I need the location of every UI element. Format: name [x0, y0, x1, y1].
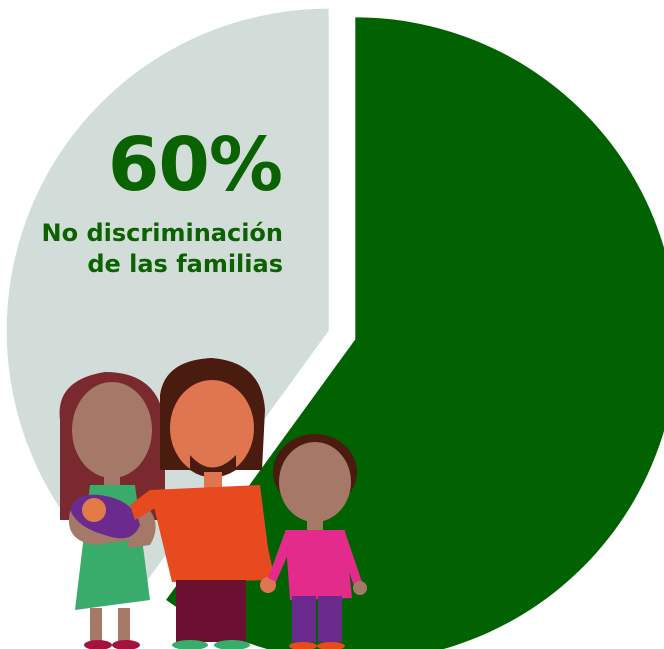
highlight-label: No discriminación de las familias — [42, 218, 283, 280]
highlight-label-line-2: de las familias — [87, 250, 283, 278]
child-figure — [268, 434, 367, 649]
highlight-percentage: 60% — [107, 122, 283, 208]
father-figure — [130, 358, 276, 649]
highlight-label-line-1: No discriminación — [41, 219, 283, 247]
baby-figure — [70, 494, 140, 539]
family-illustration — [59, 358, 367, 649]
